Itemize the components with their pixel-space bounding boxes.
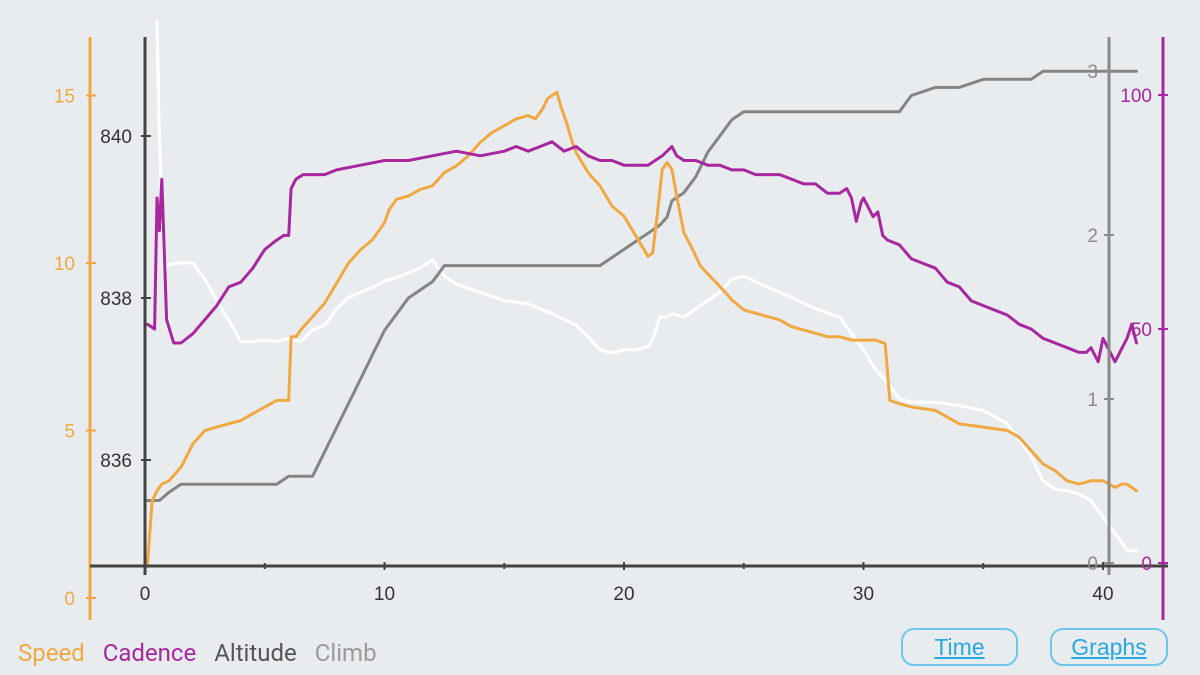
series-line-cadence — [145, 140, 1138, 364]
climb-tick-label: 2 — [1087, 226, 1098, 247]
legend: Speed Cadence Altitude Climb — [18, 639, 377, 667]
series-line-climb — [155, 20, 1138, 553]
x-tick-label: 10 — [374, 584, 395, 605]
legend-altitude: Altitude — [214, 639, 297, 667]
cadence-tick-label: 50 — [1131, 320, 1152, 341]
legend-climb: Climb — [314, 639, 377, 667]
climb-tick-label: 1 — [1087, 390, 1098, 411]
altitude-tick-label: 836 — [100, 451, 132, 472]
x-tick-label: 0 — [140, 584, 151, 605]
series-line-speed — [145, 90, 1138, 566]
climb-tick-label: 3 — [1087, 62, 1098, 83]
speed-tick-label: 0 — [64, 589, 75, 610]
speed-tick-label: 15 — [54, 87, 75, 108]
legend-cadence: Cadence — [102, 639, 197, 667]
series-line-altitude — [143, 69, 1138, 502]
time-button[interactable]: Time — [901, 628, 1018, 666]
x-tick-label: 20 — [613, 584, 634, 605]
speed-tick-label: 10 — [54, 254, 75, 275]
graphs-button[interactable]: Graphs — [1050, 628, 1168, 666]
altitude-tick-label: 840 — [100, 127, 132, 148]
legend-speed: Speed — [18, 639, 85, 667]
x-tick-label: 30 — [853, 584, 874, 605]
cadence-tick-label: 0 — [1141, 554, 1152, 575]
climb-tick-label: 0 — [1087, 554, 1098, 575]
cadence-tick-label: 100 — [1120, 86, 1152, 107]
speed-tick-label: 5 — [64, 422, 75, 443]
altitude-tick-label: 838 — [100, 289, 132, 310]
x-tick-label: 40 — [1092, 584, 1113, 605]
